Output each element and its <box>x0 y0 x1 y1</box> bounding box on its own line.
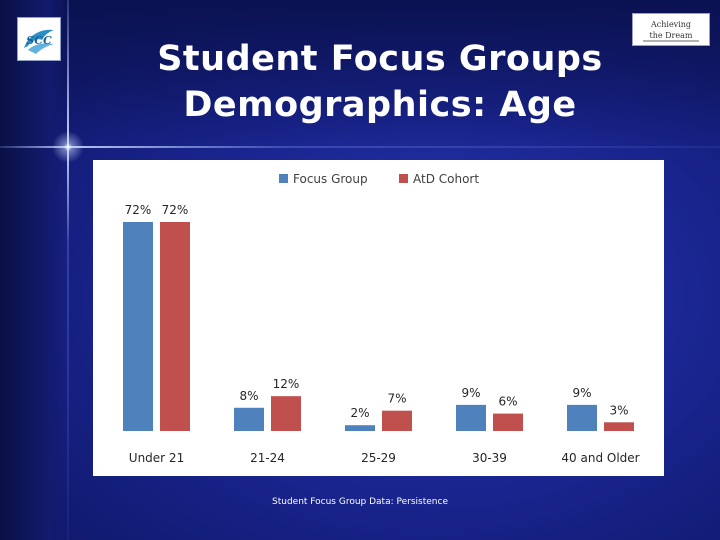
data-label-atd-cohort-3: 7% <box>387 392 406 406</box>
data-label-focus-group-2: 8% <box>239 389 258 403</box>
category-label-1: Under 21 <box>129 451 184 465</box>
logo-line-2: the Dream <box>650 31 693 40</box>
bar-atd-cohort-4 <box>493 413 523 431</box>
legend-swatch-2 <box>399 174 408 183</box>
data-label-atd-cohort-2: 12% <box>273 377 300 391</box>
data-label-focus-group-4: 9% <box>461 386 480 400</box>
data-label-atd-cohort-1: 72% <box>162 203 189 217</box>
logo-line-1: Achieving <box>650 20 691 29</box>
college-logo: SCC <box>17 17 61 61</box>
left-decor-band <box>0 0 68 540</box>
bar-atd-cohort-5 <box>604 422 634 431</box>
legend-swatch-1 <box>279 174 288 183</box>
category-label-2: 21-24 <box>250 451 285 465</box>
data-label-focus-group-1: 72% <box>125 203 152 217</box>
decor-horizontal-line <box>0 146 720 148</box>
category-label-3: 25-29 <box>361 451 396 465</box>
chart-panel: Focus Group AtD Cohort 72% 72% Under 21 8% 12%… <box>93 160 664 476</box>
bar-focus-group-5 <box>567 404 597 431</box>
data-label-focus-group-3: 2% <box>350 406 369 420</box>
slide-footer: Student Focus Group Data: Persistence <box>272 497 448 507</box>
bar-atd-cohort-3 <box>382 410 412 431</box>
bar-focus-group-1 <box>123 222 153 431</box>
bar-atd-cohort-2 <box>271 396 301 431</box>
legend-label-1: Focus Group <box>293 172 368 186</box>
data-label-atd-cohort-5: 3% <box>609 403 628 417</box>
bar-focus-group-3 <box>345 425 375 431</box>
data-label-focus-group-5: 9% <box>572 386 591 400</box>
data-label-atd-cohort-4: 6% <box>498 395 517 409</box>
age-bar-chart: Focus Group AtD Cohort 72% 72% Under 21 8% 12%… <box>123 172 640 465</box>
decor-vertical-line <box>67 0 69 540</box>
slide-title: Student Focus Groups Demographics: Age <box>110 36 650 128</box>
bar-atd-cohort-1 <box>160 222 190 431</box>
achieving-the-dream-logo: Achieving the Dream <box>632 13 710 46</box>
category-label-5: 40 and Older <box>561 451 639 465</box>
slide-title-line-2: Demographics: Age <box>183 85 577 125</box>
title-band <box>0 0 720 150</box>
college-logo-text: SCC <box>26 34 52 47</box>
legend-label-2: AtD Cohort <box>413 172 479 186</box>
bar-focus-group-4 <box>456 404 486 431</box>
bar-focus-group-2 <box>234 407 264 431</box>
decor-light-spark <box>43 122 93 172</box>
category-label-4: 30-39 <box>472 451 507 465</box>
slide-title-line-1: Student Focus Groups <box>157 39 603 79</box>
